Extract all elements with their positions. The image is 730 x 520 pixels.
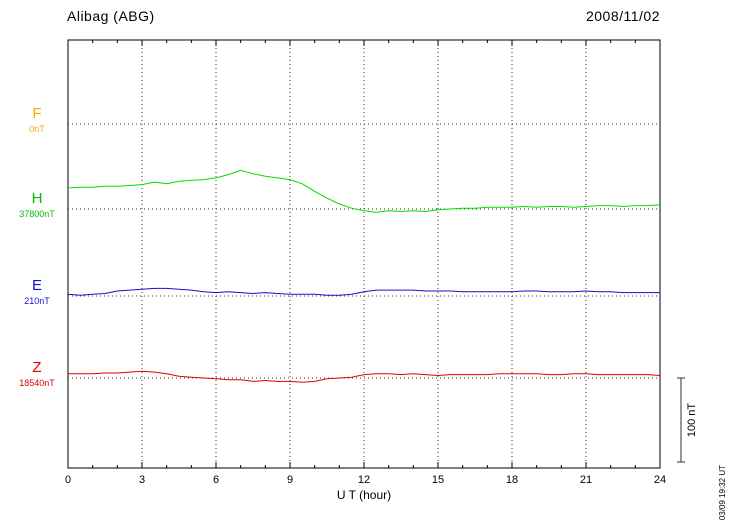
x-tick-label: 6 <box>213 474 219 486</box>
component-baseline-F: 0nT <box>29 124 45 134</box>
component-label-E: E 210nT <box>6 278 68 306</box>
x-tick-label: 18 <box>506 474 518 486</box>
x-tick-label: 21 <box>580 474 592 486</box>
trace-H <box>67 169 661 213</box>
scale-bar-label: 100 nT <box>686 403 698 438</box>
component-baseline-Z: 18540nT <box>19 378 55 388</box>
x-tick-label: 3 <box>139 474 145 486</box>
component-label-H: H 37800nT <box>6 191 68 219</box>
component-baseline-E: 210nT <box>24 296 50 306</box>
component-letter-H: H <box>31 190 43 207</box>
x-tick-label: 12 <box>358 474 370 486</box>
component-letter-E: E <box>31 277 42 294</box>
x-axis-label: U T (hour) <box>336 488 392 502</box>
plotted-at-note: Plotted at 2009/03/09 19:32 UT <box>718 465 727 520</box>
component-letter-F: F <box>32 105 42 122</box>
trace-E <box>67 287 660 296</box>
x-tick-label: 9 <box>287 474 293 486</box>
component-letter-Z: Z <box>32 359 42 376</box>
trace-Z <box>68 370 661 383</box>
component-label-F: F 0nT <box>6 106 68 134</box>
component-baseline-H: 37800nT <box>19 209 55 219</box>
component-label-Z: Z 18540nT <box>6 360 68 388</box>
x-tick-label: 24 <box>654 474 666 486</box>
x-tick-label: 15 <box>432 474 444 486</box>
station-title: Alibag (ABG) <box>67 8 155 24</box>
x-tick-label: 0 <box>65 474 71 486</box>
observation-date: 2008/11/02 <box>585 8 660 24</box>
